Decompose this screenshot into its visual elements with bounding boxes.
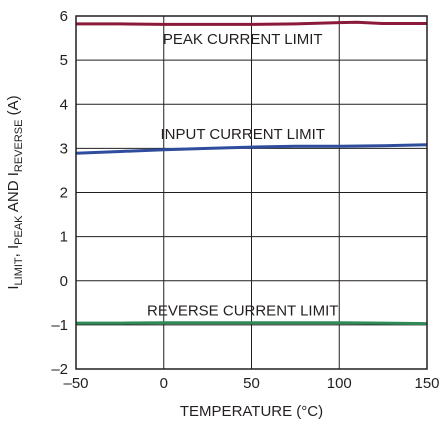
y-axis-label-part: I [5,285,22,289]
y-tick-label: 1 [60,229,68,246]
series-label-0: PEAK CURRENT LIMIT [163,31,323,48]
x-tick-label: 0 [160,375,168,392]
y-axis-label-part: , I [5,245,22,258]
y-tick-label: 2 [60,185,68,202]
series-line-1 [75,143,428,155]
series-label-2: REVERSE CURRENT LIMIT [147,302,338,319]
y-tick-label: 4 [60,96,68,113]
y-tick-labels: –2 –1 0 1 2 3 4 5 6 [51,8,68,378]
series-line-2 [76,321,428,326]
plot-frame [75,15,428,370]
series-lines [75,20,428,326]
x-tick-label: –50 [63,375,88,392]
y-axis-label: ILIMIT, IPEAK AND IREVERSE (A) [5,95,25,289]
series-labels: PEAK CURRENT LIMIT INPUT CURRENT LIMIT REV… [147,31,338,319]
y-axis-label-part: (A) [5,95,22,119]
x-tick-label: 50 [243,375,260,392]
series-line-0 [76,20,427,26]
x-tick-labels: –50 0 50 100 150 [63,375,439,392]
x-tick-label: 100 [327,375,352,392]
y-tick-label: 0 [60,273,68,290]
y-tick-label: –1 [51,317,68,334]
y-tick-label: 5 [60,52,68,69]
series-label-1: INPUT CURRENT LIMIT [160,126,324,143]
y-tick-label: 6 [60,8,68,25]
y-axis-label-subscript: LIMIT [13,257,25,285]
y-axis-label-subscript: REVERSE [13,120,25,173]
y-axis-label-part: AND I [5,172,22,215]
x-axis-label: TEMPERATURE (°C) [180,403,323,420]
y-tick-label: 3 [60,140,68,157]
y-tick-label: –2 [51,361,68,378]
y-axis-label-subscript: PEAK [13,215,25,245]
x-tick-label: 150 [414,375,439,392]
